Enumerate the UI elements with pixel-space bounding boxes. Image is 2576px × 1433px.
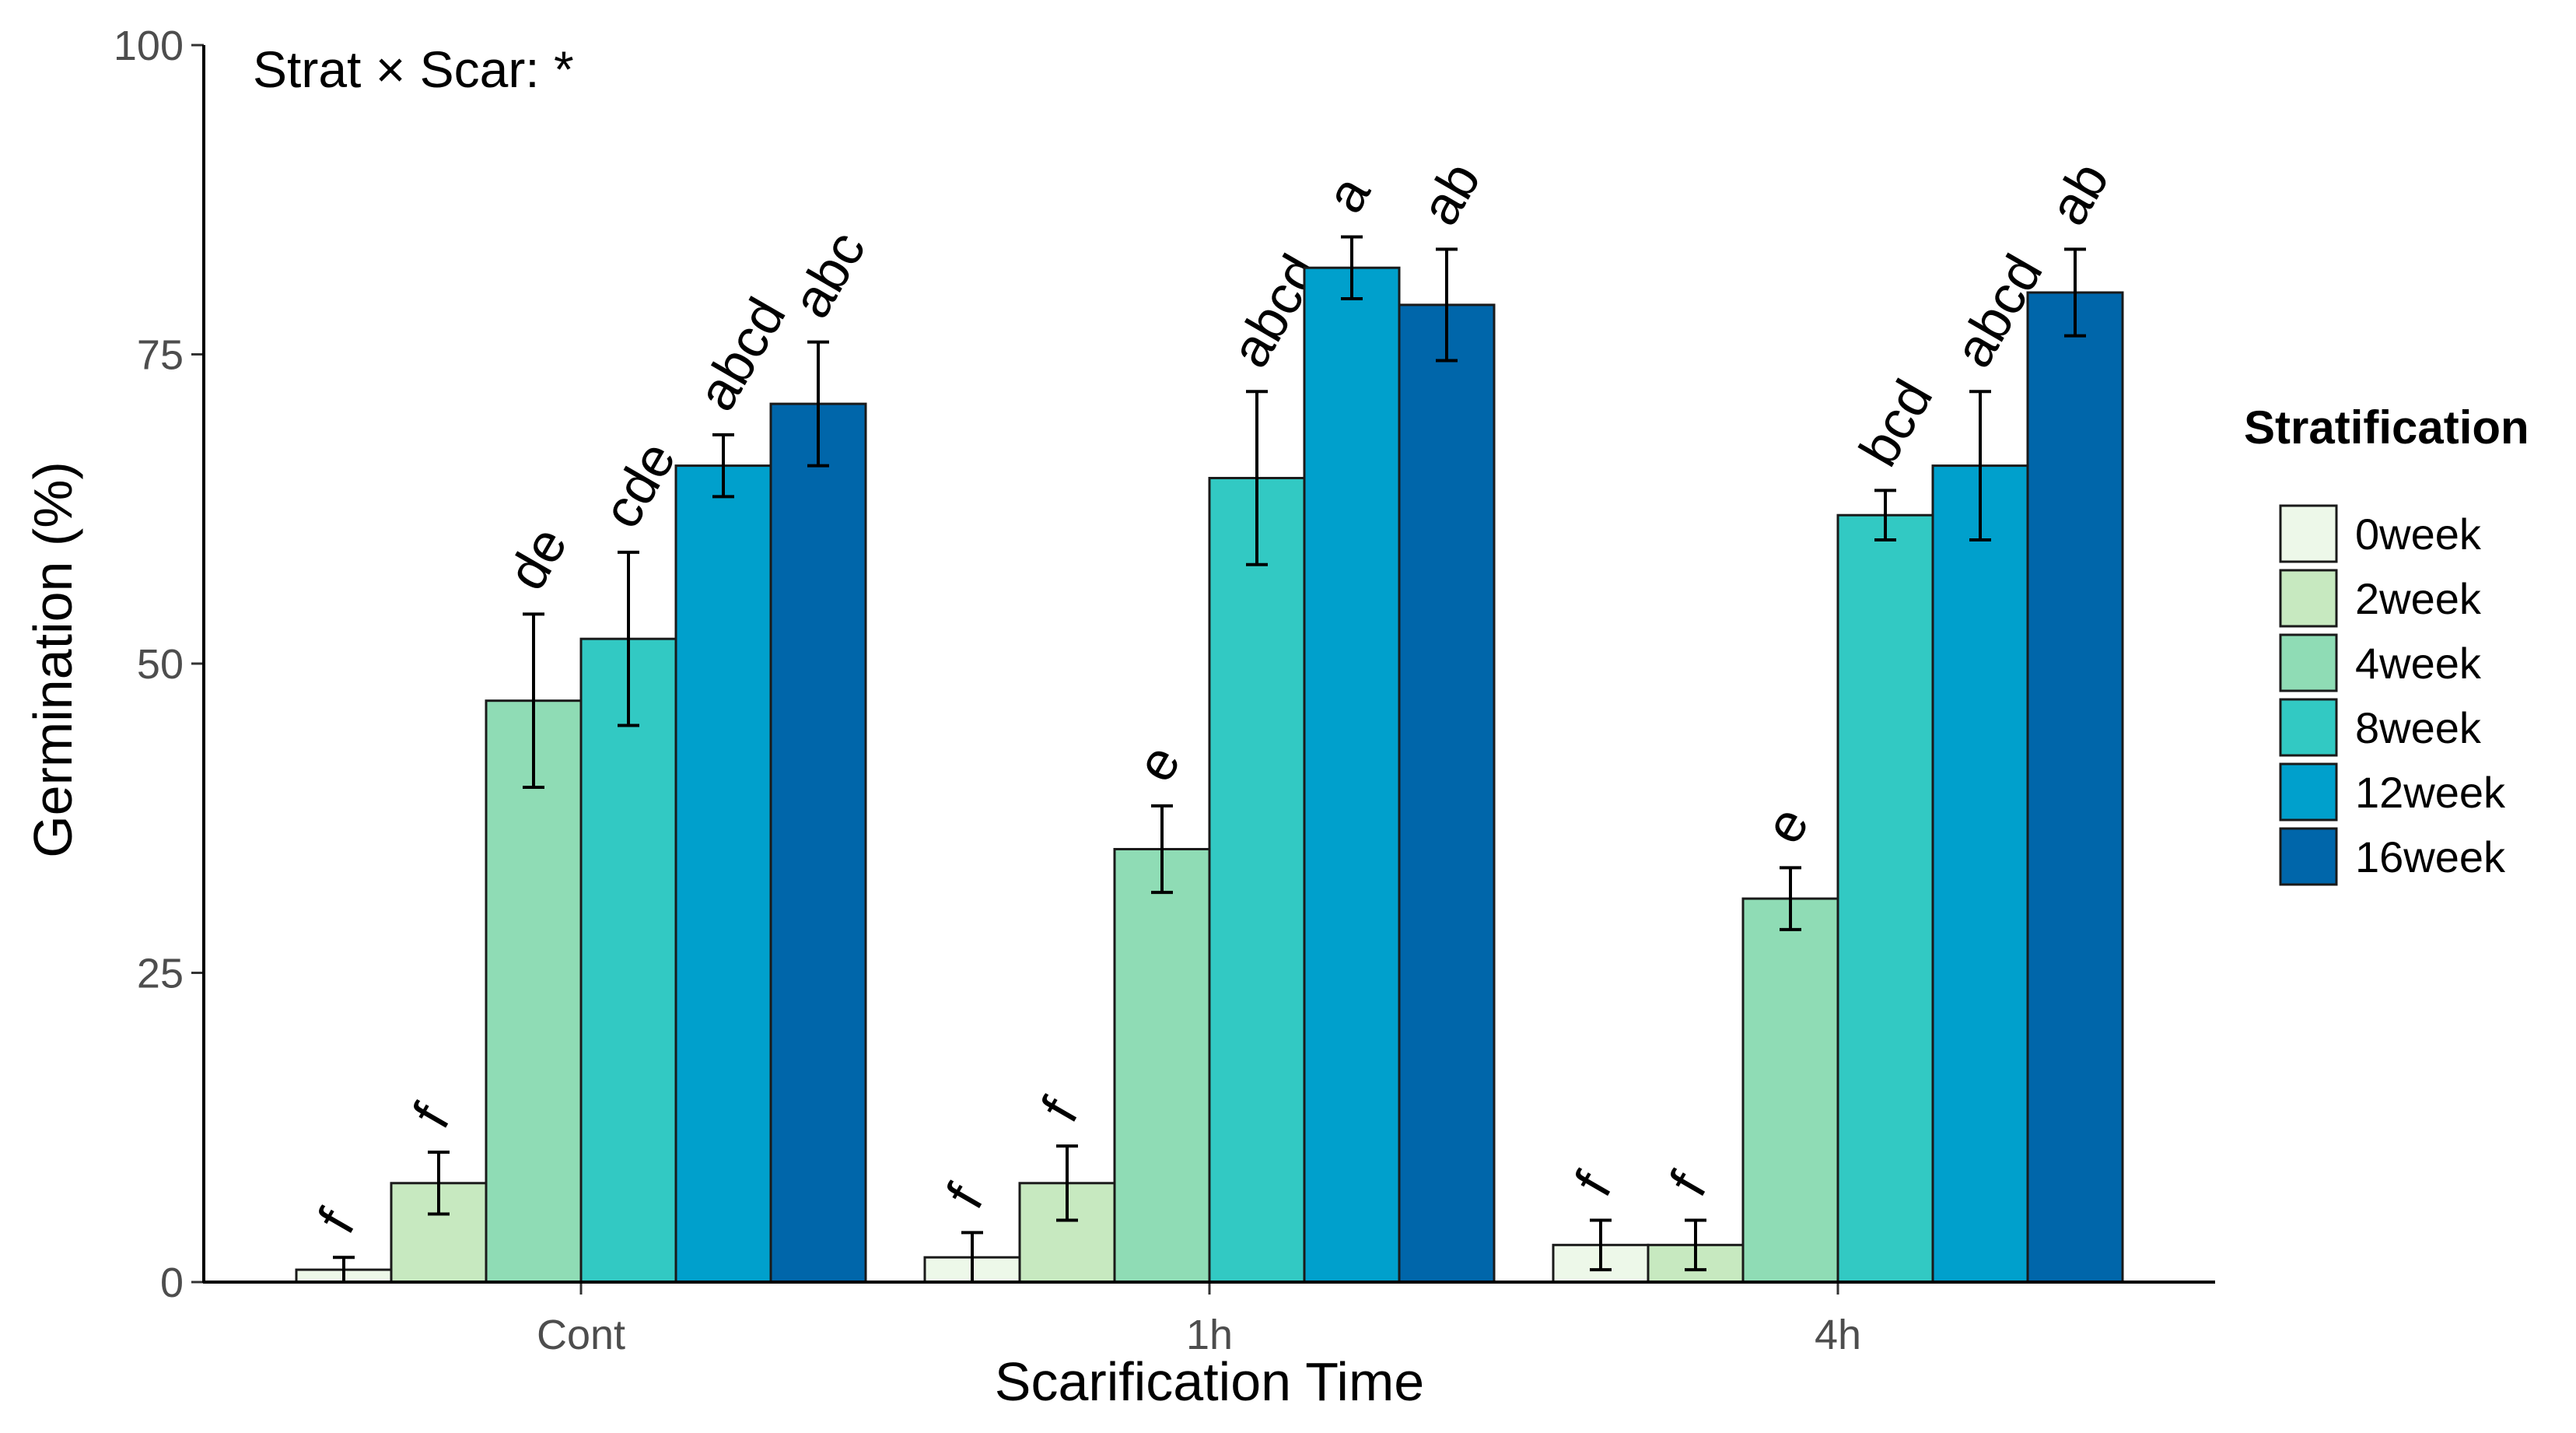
bar-16week-Cont [769, 402, 867, 1284]
significance-letter: f [401, 1094, 461, 1137]
legend-label-2week: 2week [2355, 574, 2482, 623]
x-tick-label: Cont [537, 1312, 625, 1358]
significance-letter: abc [780, 221, 877, 328]
legend-label-4week: 4week [2355, 639, 2482, 688]
bar-16week-1h [1398, 303, 1496, 1284]
significance-letter: f [1029, 1088, 1090, 1131]
bar-8week-4h [1836, 513, 1934, 1284]
significance-letter: f [306, 1199, 366, 1242]
bar-16week-4h [2026, 291, 2124, 1284]
y-axis-title: Germination (%) [23, 461, 83, 858]
legend-key-8week [2279, 698, 2338, 757]
bar-8week-Cont [579, 637, 677, 1284]
bar-4week-4h [1741, 897, 1839, 1284]
bar-12week-1h [1303, 266, 1401, 1284]
bar-12week-4h [1931, 464, 2029, 1284]
significance-letter: f [1657, 1162, 1718, 1206]
legend-key-4week [2279, 633, 2338, 692]
significance-letter: a [1314, 166, 1381, 222]
legend-key-2week [2279, 569, 2338, 628]
x-tick-label: 4h [1815, 1312, 1861, 1358]
significance-letter: abcd [685, 288, 796, 420]
legend-label-8week: 8week [2355, 703, 2482, 752]
bar-12week-Cont [674, 464, 772, 1284]
legend-key-12week [2279, 762, 2338, 822]
legend-key-0week [2279, 504, 2338, 563]
y-tick-label: 50 [137, 641, 184, 688]
legend: Stratification 0week 2week 4week 8week 12wee… [2244, 401, 2529, 886]
y-tick-label: 0 [160, 1260, 184, 1306]
significance-letter: de [495, 517, 578, 599]
bar-4week-1h [1113, 848, 1211, 1284]
y-tick-label: 25 [137, 951, 184, 997]
significance-letter: e [1124, 735, 1192, 792]
legend-key-16week [2279, 827, 2338, 886]
legend-label-0week: 0week [2355, 510, 2482, 559]
significance-letter: e [1752, 797, 1820, 853]
x-axis-title: Scarification Time [995, 1351, 1424, 1412]
significance-letter: f [1563, 1162, 1623, 1206]
y-tick-label: 75 [137, 332, 184, 379]
legend-label-16week: 16week [2355, 832, 2506, 881]
bar-8week-1h [1208, 477, 1306, 1284]
significance-letter: f [934, 1175, 995, 1218]
x-tick-label: 1h [1186, 1312, 1233, 1358]
y-tick-label: 100 [114, 23, 184, 69]
interaction-annotation: Strat × Scar: * [253, 40, 574, 98]
significance-letter: cde [590, 432, 687, 538]
significance-letter: ab [2037, 152, 2119, 234]
legend-label-12week: 12week [2355, 768, 2506, 817]
significance-letter: bcd [1847, 370, 1944, 476]
significance-letter: ab [1409, 152, 1491, 234]
legend-title: Stratification [2244, 401, 2529, 454]
